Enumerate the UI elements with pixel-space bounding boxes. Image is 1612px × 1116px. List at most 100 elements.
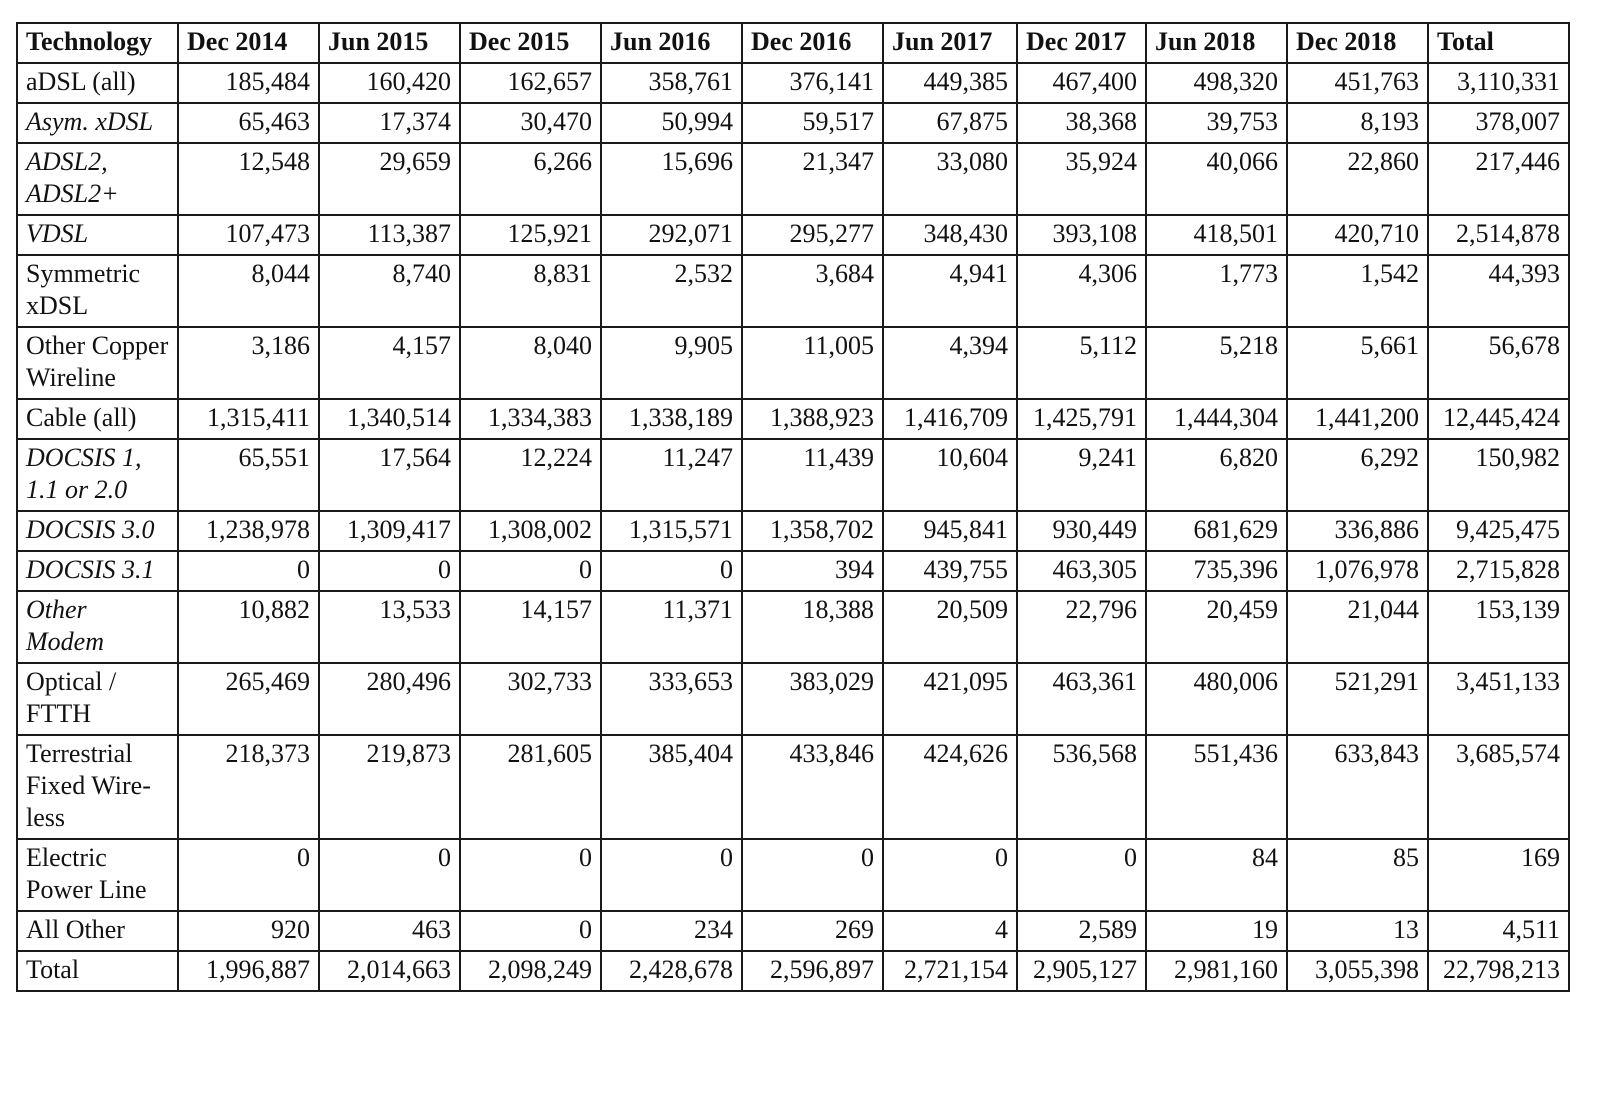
header-jun-2018: Jun 2018 — [1145, 22, 1288, 64]
cell-value: 3,110,331 — [1427, 62, 1570, 104]
cell-value: 11,247 — [600, 438, 743, 512]
cell-value: 2,514,878 — [1427, 214, 1570, 256]
cell-value: 1,441,200 — [1286, 398, 1429, 440]
cell-value: 219,873 — [318, 734, 461, 840]
cell-value: 420,710 — [1286, 214, 1429, 256]
cell-value: 3,186 — [177, 326, 320, 400]
cell-value: 302,733 — [459, 662, 602, 736]
cell-value: 1,425,791 — [1016, 398, 1147, 440]
cell-value: 280,496 — [318, 662, 461, 736]
cell-value: 8,193 — [1286, 102, 1429, 144]
cell-value: 50,994 — [600, 102, 743, 144]
table-row: DOCSIS 3.1 0 0 0 0 394 439,755 463,305 735,396 1,… — [16, 550, 1570, 592]
cell-value: 424,626 — [882, 734, 1018, 840]
cell-value: 6,820 — [1145, 438, 1288, 512]
cell-value: 1,309,417 — [318, 510, 461, 552]
cell-value: 1,308,002 — [459, 510, 602, 552]
cell-value: 107,473 — [177, 214, 320, 256]
header-jun-2016: Jun 2016 — [600, 22, 743, 64]
cell-value: 20,509 — [882, 590, 1018, 664]
cell-value: 378,007 — [1427, 102, 1570, 144]
table-row: VDSL 107,473 113,387 125,921 292,071 295,277 3… — [16, 214, 1570, 256]
header-technology: Technology — [16, 22, 179, 64]
cell-value: 1,542 — [1286, 254, 1429, 328]
cell-value: 6,266 — [459, 142, 602, 216]
row-label: VDSL — [16, 214, 179, 256]
header-jun-2017: Jun 2017 — [882, 22, 1018, 64]
cell-value: 348,430 — [882, 214, 1018, 256]
row-label: Cable (all) — [16, 398, 179, 440]
cell-value: 4,306 — [1016, 254, 1147, 328]
cell-value: 735,396 — [1145, 550, 1288, 592]
cell-value: 85 — [1286, 838, 1429, 912]
row-label: Asym. xDSL — [16, 102, 179, 144]
cell-value: 29,659 — [318, 142, 461, 216]
cell-value: 33,080 — [882, 142, 1018, 216]
cell-value: 169 — [1427, 838, 1570, 912]
cell-value: 15,696 — [600, 142, 743, 216]
cell-value: 1,416,709 — [882, 398, 1018, 440]
cell-value: 1,338,189 — [600, 398, 743, 440]
cell-value: 5,112 — [1016, 326, 1147, 400]
row-label: ADSL2, ADSL2+ — [16, 142, 179, 216]
cell-value: 9,425,475 — [1427, 510, 1570, 552]
cell-value: 113,387 — [318, 214, 461, 256]
cell-value: 11,371 — [600, 590, 743, 664]
cell-value: 269 — [741, 910, 884, 952]
cell-value: 218,373 — [177, 734, 320, 840]
cell-value: 19 — [1145, 910, 1288, 952]
cell-value: 2,532 — [600, 254, 743, 328]
table-row: ADSL2, ADSL2+ 12,548 29,659 6,266 15,696 21,3… — [16, 142, 1570, 216]
cell-value: 1,334,383 — [459, 398, 602, 440]
table-row: Symmetric xDSL 8,044 8,740 8,831 2,532 3,684 4… — [16, 254, 1570, 328]
cell-value: 2,905,127 — [1016, 950, 1147, 992]
cell-value: 4,157 — [318, 326, 461, 400]
cell-value: 0 — [1016, 838, 1147, 912]
table-row: DOCSIS 1, 1.1 or 2.0 65,551 17,564 12,224 11… — [16, 438, 1570, 512]
cell-value: 633,843 — [1286, 734, 1429, 840]
cell-value: 0 — [459, 550, 602, 592]
row-label: Symmetric xDSL — [16, 254, 179, 328]
cell-value: 153,139 — [1427, 590, 1570, 664]
cell-value: 11,439 — [741, 438, 884, 512]
header-dec-2015: Dec 2015 — [459, 22, 602, 64]
cell-value: 5,218 — [1145, 326, 1288, 400]
cell-value: 536,568 — [1016, 734, 1147, 840]
cell-value: 59,517 — [741, 102, 884, 144]
cell-value: 376,141 — [741, 62, 884, 104]
cell-value: 44,393 — [1427, 254, 1570, 328]
cell-value: 0 — [318, 550, 461, 592]
cell-value: 295,277 — [741, 214, 884, 256]
cell-value: 84 — [1145, 838, 1288, 912]
cell-value: 162,657 — [459, 62, 602, 104]
cell-value: 383,029 — [741, 662, 884, 736]
cell-value: 3,685,574 — [1427, 734, 1570, 840]
cell-value: 9,905 — [600, 326, 743, 400]
cell-value: 185,484 — [177, 62, 320, 104]
cell-value: 0 — [318, 838, 461, 912]
cell-value: 451,763 — [1286, 62, 1429, 104]
row-label: Optical / FTTH — [16, 662, 179, 736]
cell-value: 22,860 — [1286, 142, 1429, 216]
cell-value: 463,305 — [1016, 550, 1147, 592]
table-body: aDSL (all) 185,484 160,420 162,657 358,761 37… — [16, 62, 1570, 992]
cell-value: 6,292 — [1286, 438, 1429, 512]
cell-value: 1,358,702 — [741, 510, 884, 552]
cell-value: 498,320 — [1145, 62, 1288, 104]
cell-value: 39,753 — [1145, 102, 1288, 144]
cell-value: 10,604 — [882, 438, 1018, 512]
cell-value: 1,444,304 — [1145, 398, 1288, 440]
cell-value: 22,798,213 — [1427, 950, 1570, 992]
cell-value: 1,996,887 — [177, 950, 320, 992]
cell-value: 0 — [177, 838, 320, 912]
cell-value: 2,715,828 — [1427, 550, 1570, 592]
cell-value: 4 — [882, 910, 1018, 952]
cell-value: 0 — [459, 838, 602, 912]
broadband-technology-table: Technology Dec 2014 Jun 2015 Dec 2015 Ju… — [16, 22, 1570, 992]
cell-value: 38,368 — [1016, 102, 1147, 144]
cell-value: 8,831 — [459, 254, 602, 328]
cell-value: 14,157 — [459, 590, 602, 664]
cell-value: 21,347 — [741, 142, 884, 216]
cell-value: 333,653 — [600, 662, 743, 736]
header-dec-2018: Dec 2018 — [1286, 22, 1429, 64]
